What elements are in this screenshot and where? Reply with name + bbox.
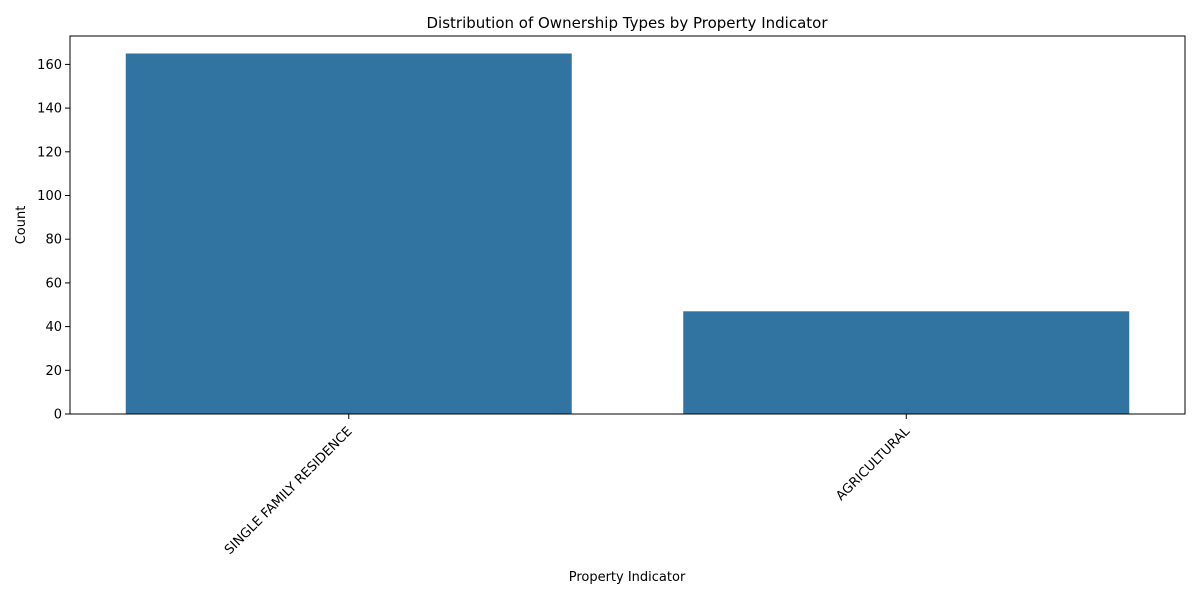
bar (125, 53, 572, 414)
x-axis-label: Property Indicator (569, 570, 686, 585)
y-tick-label: 140 (37, 102, 62, 117)
y-tick-label: 160 (37, 58, 62, 73)
y-tick-label: 100 (37, 189, 62, 204)
y-tick-label: 40 (45, 320, 62, 335)
bar (683, 311, 1130, 414)
x-tick-label: SINGLE FAMILY RESIDENCE (222, 424, 356, 558)
y-tick-label: 60 (45, 276, 62, 291)
y-tick-label: 120 (37, 145, 62, 160)
bars-layer (125, 53, 1130, 414)
chart-title: Distribution of Ownership Types by Prope… (427, 14, 829, 32)
y-tick-label: 0 (54, 408, 62, 423)
y-axis: 0 20 40 60 80 100 120 140 160 (37, 58, 70, 423)
y-tick-label: 20 (45, 364, 62, 379)
plot-frame (69, 35, 1186, 415)
x-tick-label: AGRICULTURAL (833, 424, 913, 504)
x-axis: SINGLE FAMILY RESIDENCE AGRICULTURAL (222, 414, 914, 558)
y-tick-label: 80 (45, 233, 62, 248)
y-axis-label: Count (14, 206, 29, 245)
